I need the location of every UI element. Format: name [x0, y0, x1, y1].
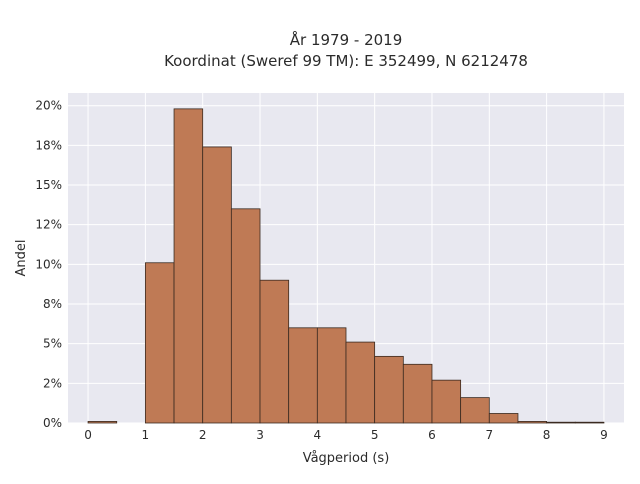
y-tick-label-1: 2% — [43, 376, 62, 390]
histogram-bar-10 — [374, 355, 404, 424]
histogram-bar-3 — [173, 108, 204, 424]
x-tick-labels: 0 1 2 3 4 5 6 7 8 9 — [84, 428, 608, 442]
histogram-bar-12 — [431, 379, 462, 424]
histogram-bar-4 — [202, 146, 232, 424]
x-tick-label-2: 2 — [199, 428, 207, 442]
histogram-bar-14 — [488, 413, 519, 424]
histogram-bar-17 — [574, 421, 605, 424]
histogram-bar-8 — [316, 327, 347, 424]
histogram-bar-2 — [144, 262, 175, 424]
histogram-bar-0 — [87, 421, 118, 424]
histogram-bar-9 — [345, 341, 376, 424]
y-tick-label-4: 10% — [35, 257, 62, 271]
histogram-bars — [87, 108, 605, 424]
x-tick-label-3: 3 — [256, 428, 264, 442]
y-axis-label: Andel — [14, 240, 29, 277]
y-tick-label-3: 8% — [43, 297, 62, 311]
x-tick-label-0: 0 — [84, 428, 92, 442]
y-tick-labels: 0% 2% 5% 8% 10% 12% 15% 18% 20% — [35, 99, 62, 430]
x-tick-label-4: 4 — [314, 428, 322, 442]
y-tick-label-8: 20% — [35, 99, 62, 113]
histogram-bar-13 — [460, 397, 490, 424]
histogram-bar-11 — [402, 363, 433, 424]
x-tick-label-9: 9 — [600, 428, 608, 442]
x-axis-label: Vågperiod (s) — [303, 451, 390, 466]
x-tick-label-6: 6 — [428, 428, 436, 442]
y-tick-label-2: 5% — [43, 337, 62, 351]
y-tick-label-6: 15% — [35, 178, 62, 192]
x-tick-label-5: 5 — [371, 428, 379, 442]
histogram-bar-6 — [259, 279, 290, 424]
x-tick-label-1: 1 — [142, 428, 150, 442]
y-tick-label-7: 18% — [35, 138, 62, 152]
histogram-bar-16 — [546, 421, 576, 424]
x-tick-label-7: 7 — [485, 428, 493, 442]
chart-subtitle: Koordinat (Sweref 99 TM): E 352499, N 62… — [164, 52, 528, 70]
x-tick-label-8: 8 — [543, 428, 551, 442]
chart-title: År 1979 - 2019 — [290, 30, 403, 49]
histogram-bar-15 — [517, 421, 548, 424]
y-tick-label-0: 0% — [43, 416, 62, 430]
y-tick-label-5: 12% — [35, 218, 62, 232]
histogram-bar-5 — [230, 208, 261, 424]
histogram-bar-7 — [288, 327, 318, 424]
